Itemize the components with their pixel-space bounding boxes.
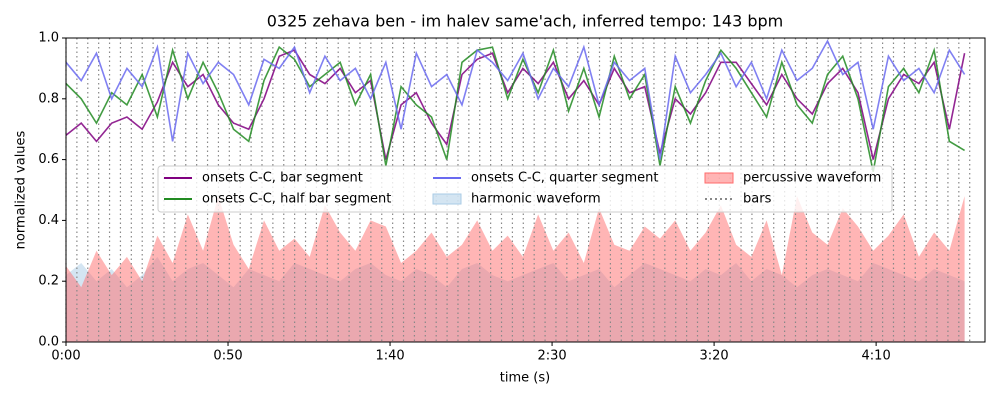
- legend-label: onsets C-C, quarter segment: [471, 171, 658, 186]
- y-axis-label: normalized values: [14, 130, 29, 249]
- legend: onsets C-C, bar segment onsets C-C, half …: [157, 165, 893, 213]
- y-tick-label: 0.2: [38, 274, 59, 289]
- legend-label: bars: [743, 192, 772, 207]
- legend-label: onsets C-C, half bar segment: [202, 192, 391, 207]
- x-tick-label: 4:10: [862, 349, 891, 364]
- y-tick-label: 0.8: [38, 91, 59, 106]
- x-axis-label: time (s): [500, 371, 550, 386]
- legend-label: onsets C-C, bar segment: [202, 171, 363, 186]
- y-tick-label: 1.0: [38, 31, 59, 46]
- x-tick-label: 0:50: [213, 349, 242, 364]
- y-tick-label: 0.0: [38, 335, 59, 350]
- legend-swatch: [432, 193, 462, 205]
- y-tick-label: 0.6: [38, 152, 59, 167]
- legend-label: percussive waveform: [743, 171, 881, 186]
- x-tick-label: 2:30: [537, 349, 566, 364]
- legend-label: harmonic waveform: [471, 192, 601, 207]
- waveform-area: [66, 196, 965, 342]
- x-tick-label: 0:00: [51, 349, 80, 364]
- x-tick-label: 1:40: [375, 349, 404, 364]
- legend-swatch: [704, 172, 734, 184]
- y-tick-label: 0.4: [38, 213, 59, 228]
- plot-area: [65, 38, 971, 342]
- onset-line: [65, 39, 966, 160]
- onset-line: [65, 45, 965, 172]
- chart-title: 0325 zehava ben - im halev same'ach, inf…: [267, 12, 784, 31]
- x-tick-label: 3:20: [699, 349, 728, 364]
- plot-frame: [65, 37, 986, 343]
